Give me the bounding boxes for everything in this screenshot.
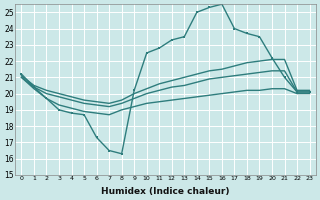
X-axis label: Humidex (Indice chaleur): Humidex (Indice chaleur) [101,187,230,196]
